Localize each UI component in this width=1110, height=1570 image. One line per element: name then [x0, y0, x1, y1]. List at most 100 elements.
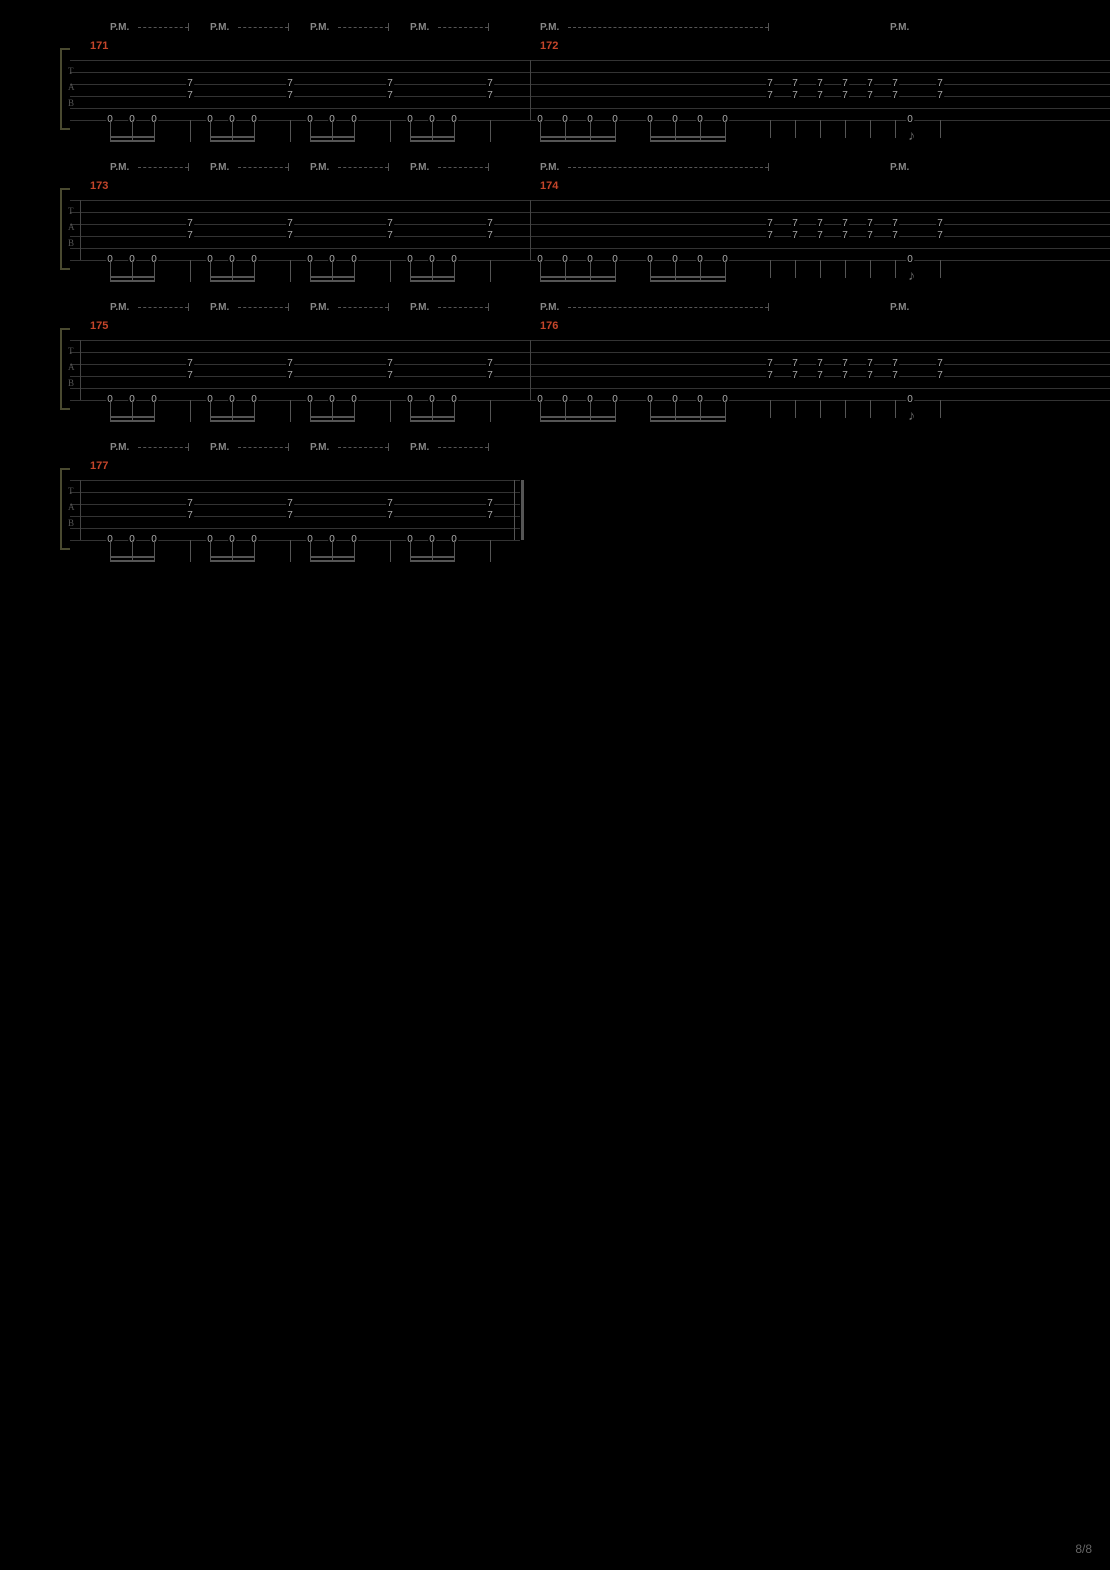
note-stem — [540, 120, 541, 142]
tab-staff: TAB171P.M.P.M.P.M.P.M.000770007700077000… — [70, 60, 1110, 120]
tab-page: TAB171P.M.P.M.P.M.P.M.000770007700077000… — [0, 0, 1110, 1570]
note-stem — [410, 400, 411, 422]
beam — [410, 560, 455, 562]
note-stem — [310, 120, 311, 142]
string-line — [70, 352, 1110, 353]
tab-clef-letter: T — [68, 206, 74, 216]
beam — [650, 416, 726, 418]
note-stem — [210, 540, 211, 562]
beam — [310, 560, 355, 562]
note-stem — [232, 120, 233, 142]
fret-number: 7 — [841, 219, 849, 229]
tab-system: TAB175P.M.P.M.P.M.P.M.000770007700077000… — [60, 290, 1110, 430]
note-stem — [895, 400, 896, 418]
note-stem — [770, 400, 771, 418]
note-stem — [110, 540, 111, 562]
note-stem — [795, 120, 796, 138]
fret-number: 7 — [486, 371, 494, 381]
beam — [310, 140, 355, 142]
fret-number: 7 — [791, 219, 799, 229]
note-stem — [454, 400, 455, 422]
fret-number: 7 — [486, 219, 494, 229]
palm-mute-dash — [238, 307, 288, 309]
tab-system: TAB173P.M.P.M.P.M.P.M.000770007700077000… — [60, 150, 1110, 290]
fret-number: 7 — [891, 371, 899, 381]
beam — [310, 416, 355, 418]
fret-number: 7 — [891, 91, 899, 101]
fret-number: 7 — [486, 91, 494, 101]
palm-mute-label: P.M. — [210, 302, 229, 313]
palm-mute-end — [188, 303, 189, 311]
palm-mute-label: P.M. — [890, 162, 909, 173]
note-stem — [795, 400, 796, 418]
page-number: 8/8 — [1075, 1542, 1092, 1556]
beam — [650, 276, 726, 278]
note-stem — [210, 260, 211, 282]
note-stem — [210, 120, 211, 142]
string-line — [70, 96, 1110, 97]
note-stem — [332, 540, 333, 562]
note-stem — [590, 120, 591, 142]
tab-system: TAB177P.M.P.M.P.M.P.M.000770007700077000… — [60, 430, 510, 570]
note-stem — [354, 400, 355, 422]
note-stem — [290, 120, 291, 142]
note-stem — [675, 400, 676, 422]
palm-mute-label: P.M. — [110, 22, 129, 33]
fret-number: 7 — [286, 371, 294, 381]
beam — [540, 140, 616, 142]
barline — [530, 340, 531, 400]
palm-mute-end — [488, 163, 489, 171]
beam — [210, 560, 255, 562]
measure-number: 176 — [540, 320, 558, 332]
string-line — [70, 248, 1110, 249]
beam — [110, 276, 155, 278]
fret-number: 7 — [186, 359, 194, 369]
palm-mute-end — [488, 303, 489, 311]
fret-number: 0 — [906, 395, 914, 405]
palm-mute-end — [488, 443, 489, 451]
tab-clef-letter: A — [68, 362, 75, 372]
beam — [210, 280, 255, 282]
note-stem — [540, 400, 541, 422]
note-stem — [650, 120, 651, 142]
note-stem — [432, 120, 433, 142]
fret-number: 7 — [936, 219, 944, 229]
fret-number: 7 — [841, 91, 849, 101]
beam — [210, 140, 255, 142]
note-stem — [390, 260, 391, 282]
note-stem — [700, 400, 701, 422]
palm-mute-end — [768, 303, 769, 311]
palm-mute-label: P.M. — [310, 442, 329, 453]
fret-number: 7 — [386, 499, 394, 509]
string-line — [70, 480, 520, 481]
tab-clef-letter: T — [68, 66, 74, 76]
beam — [540, 136, 616, 138]
note-stem — [110, 260, 111, 282]
beam — [540, 276, 616, 278]
palm-mute-dash — [568, 27, 768, 29]
fret-number: 7 — [386, 91, 394, 101]
note-stem — [490, 540, 491, 562]
note-stem — [590, 400, 591, 422]
palm-mute-dash — [438, 307, 488, 309]
note-stem — [770, 260, 771, 278]
palm-mute-dash — [238, 447, 288, 449]
beam — [410, 136, 455, 138]
beam — [540, 420, 616, 422]
note-stem — [870, 400, 871, 418]
fret-number: 7 — [816, 371, 824, 381]
fret-number: 7 — [891, 79, 899, 89]
palm-mute-end — [768, 163, 769, 171]
beam — [410, 276, 455, 278]
palm-mute-end — [288, 303, 289, 311]
palm-mute-label: P.M. — [540, 302, 559, 313]
note-stem — [290, 540, 291, 562]
fret-number: 7 — [486, 231, 494, 241]
palm-mute-label: P.M. — [410, 162, 429, 173]
beam — [210, 136, 255, 138]
string-line — [70, 236, 1110, 237]
note-stem — [940, 400, 941, 418]
note-stem — [232, 260, 233, 282]
beam — [110, 560, 155, 562]
note-stem — [615, 120, 616, 142]
